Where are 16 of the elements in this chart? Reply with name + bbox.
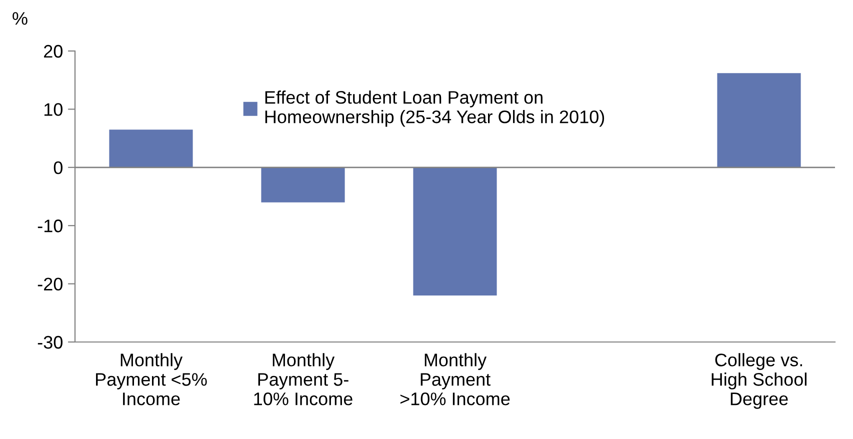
x-tick-label: Monthly Payment >10% Income	[400, 353, 510, 406]
y-tick-label: 10	[44, 103, 62, 116]
x-tick-label: Monthly Payment 5- 10% Income	[254, 353, 352, 406]
y-tick-label: -10	[38, 220, 62, 232]
y-tick-label: 20	[44, 44, 62, 58]
bar	[413, 167, 497, 296]
bar	[261, 167, 345, 202]
y-tick-label: -30	[38, 336, 62, 349]
y-axis-title: %	[12, 12, 28, 25]
x-tick-label: College vs. High School Degree	[712, 353, 806, 409]
legend-label: Effect of Student Loan Payment on Homeownership (25-34 Year Olds in 2010)	[265, 90, 604, 127]
y-tick-label: -20	[38, 278, 62, 291]
x-tick-label: Monthly Payment <5% Income	[96, 353, 207, 406]
bar	[717, 73, 801, 168]
y-tick-label: 0	[54, 161, 62, 174]
bar	[109, 130, 193, 168]
